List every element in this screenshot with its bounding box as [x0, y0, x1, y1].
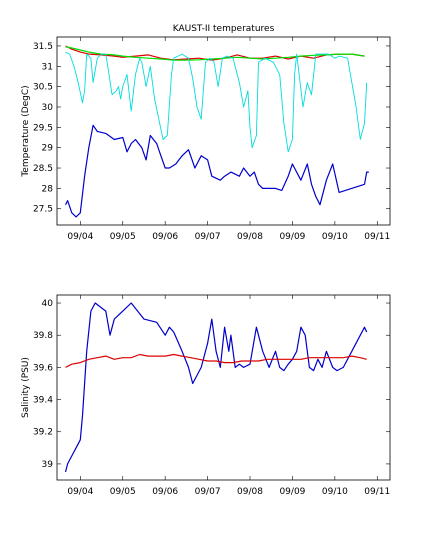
y-tick-label: 39.4	[33, 396, 53, 406]
x-tick-label: 09/09	[279, 487, 305, 497]
x-tick-label: 09/08	[237, 487, 263, 497]
y-axis-label: Temperature (DegC)	[21, 85, 31, 177]
plot-frame	[56, 36, 391, 226]
x-tick-label: 09/10	[322, 232, 348, 242]
y-tick-label: 39	[42, 460, 54, 470]
x-tick-label: 09/09	[279, 232, 305, 242]
y-tick-label: 30	[42, 103, 54, 113]
x-tick-label: 09/06	[152, 487, 178, 497]
x-tick-label: 09/04	[67, 232, 93, 242]
y-tick-label: 29	[42, 144, 54, 154]
y-tick-label: 29.5	[33, 123, 53, 133]
series-line-4	[64, 124, 369, 218]
x-tick-label: 09/04	[67, 487, 93, 497]
series-line-1	[65, 45, 365, 61]
y-tick-label: 27.5	[33, 205, 53, 215]
x-tick-label: 09/06	[152, 232, 178, 242]
x-tick-label: 09/11	[364, 232, 390, 242]
y-tick-label: 31	[42, 62, 53, 72]
chart-2: 09/04 09/05 09/06 09/07 09/08 09/09 09/10 09/11…	[21, 294, 391, 497]
y-tick-label: 39.8	[33, 331, 53, 341]
series-line-1	[64, 302, 368, 473]
y-tick-label: 30.5	[33, 83, 53, 93]
x-tick-label: 09/10	[322, 487, 348, 497]
series-line-2	[65, 46, 365, 61]
y-tick-label: 39.6	[33, 363, 53, 373]
y-tick-label: 40	[42, 299, 54, 309]
x-tick-label: 09/08	[237, 232, 263, 242]
y-tick-label: 28	[42, 184, 54, 194]
x-tick-label: 09/11	[364, 487, 390, 497]
y-tick-label: 31.5	[33, 42, 53, 52]
y-axis-label: Salinity (PSU)	[21, 357, 31, 418]
chart-1: 09/04 09/05 09/06 09/07 09/08 09/09 09/10 09/11…	[21, 24, 391, 242]
x-tick-label: 09/07	[195, 232, 221, 242]
series-line-2	[65, 353, 367, 368]
chart-title: KAUST-II temperatures	[173, 24, 275, 34]
x-tick-label: 09/05	[110, 232, 136, 242]
series-line-3	[65, 51, 368, 153]
plot-frame	[56, 294, 391, 481]
x-tick-label: 09/05	[110, 487, 136, 497]
x-tick-label: 09/07	[195, 487, 221, 497]
y-tick-label: 28.5	[33, 164, 53, 174]
y-tick-label: 39.2	[33, 428, 53, 438]
